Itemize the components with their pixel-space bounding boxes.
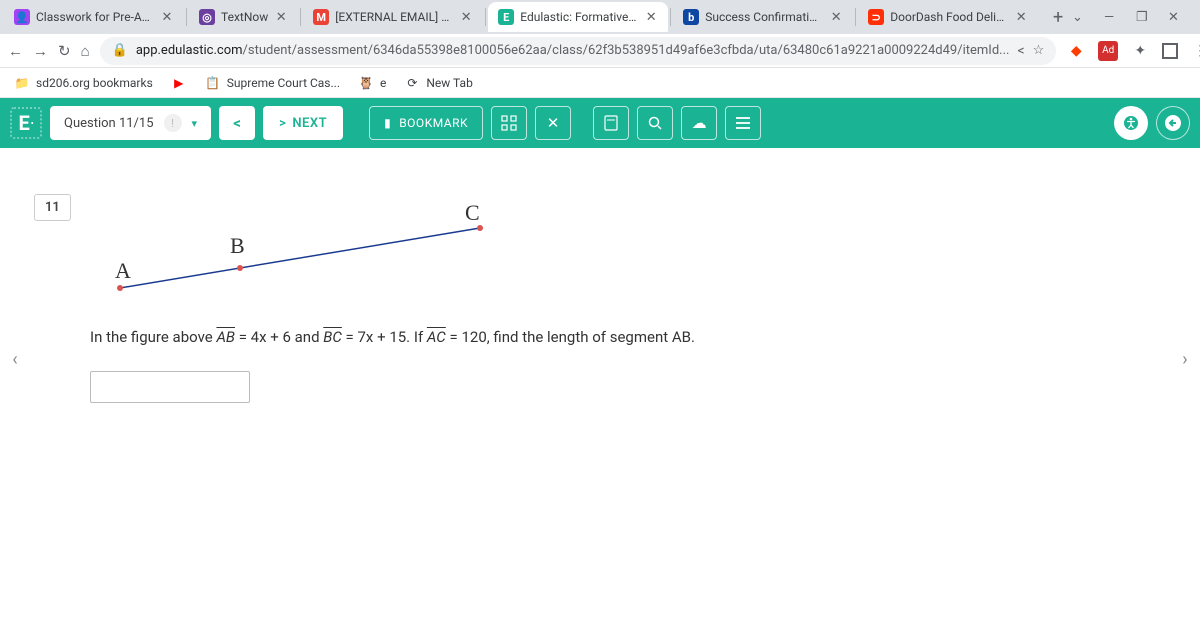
tab-favicon: ⊃: [868, 9, 884, 25]
svg-text:B: B: [230, 233, 245, 258]
close-tool-button[interactable]: ✕: [535, 106, 571, 140]
tab-title: [EXTERNAL EMAIL] You: [335, 10, 453, 24]
bookmark-favicon: 🦉: [358, 75, 374, 91]
bookmark-item[interactable]: 📁 sd206.org bookmarks: [14, 75, 153, 91]
tab-favicon: E: [498, 9, 514, 25]
tab-close-icon[interactable]: ✕: [829, 10, 843, 24]
bookmark-item[interactable]: ▶: [171, 75, 187, 91]
tab-title: Edulastic: Formative an: [520, 10, 638, 24]
bookmark-item[interactable]: 🦉e: [358, 75, 386, 91]
bookmark-favicon: 📋: [205, 75, 221, 91]
extension-icon-2[interactable]: Ad: [1098, 41, 1118, 61]
home-button[interactable]: ⌂: [81, 40, 90, 62]
warning-icon: !: [164, 114, 182, 132]
bookmarks-bar: 📁 sd206.org bookmarks ▶ 📋 Supreme Court Cas.…: [0, 68, 1200, 98]
chevron-down-icon: ▾: [192, 117, 198, 130]
search-button[interactable]: [637, 106, 673, 140]
prev-page-arrow[interactable]: ‹: [6, 348, 24, 370]
tab-close-icon[interactable]: ✕: [1014, 10, 1028, 24]
accessibility-button[interactable]: [1114, 106, 1148, 140]
question-label: Question 11/15: [64, 116, 154, 131]
bookmark-label: BOOKMARK: [399, 116, 468, 130]
problem-text: In the figure above AB = 4x + 6 and BC =…: [90, 328, 1170, 347]
tab-close-icon[interactable]: ✕: [459, 10, 473, 24]
bookmark-favicon: 📁: [14, 75, 30, 91]
next-label: NEXT: [292, 116, 327, 131]
tab-title: DoorDash Food Deliver: [890, 10, 1008, 24]
grid-tool-button[interactable]: [491, 106, 527, 140]
next-page-arrow[interactable]: ›: [1176, 348, 1194, 370]
menu-icon[interactable]: ⋮: [1190, 41, 1200, 61]
bookmark-button[interactable]: ▮ BOOKMARK: [369, 106, 483, 140]
bookmark-item[interactable]: 📋 Supreme Court Cas...: [205, 75, 340, 91]
tab-close-icon[interactable]: ✕: [644, 10, 658, 24]
question-number-badge: 11: [34, 194, 71, 221]
menu-tool-button[interactable]: [725, 106, 761, 140]
bookmark-icon: ▮: [384, 116, 391, 130]
url-text: app.edulastic.com/student/assessment/634…: [136, 43, 1010, 58]
browser-tab[interactable]: 👤 Classwork for Pre-AP G ✕: [4, 2, 184, 32]
back-button[interactable]: ←: [8, 40, 23, 62]
bookmark-favicon: ▶: [171, 75, 187, 91]
bookmark-star-icon[interactable]: ☆: [1033, 43, 1045, 58]
forward-button[interactable]: →: [33, 40, 48, 62]
tab-close-icon[interactable]: ✕: [274, 10, 288, 24]
tab-favicon: M: [313, 9, 329, 25]
next-question-button[interactable]: >NEXT: [263, 106, 343, 140]
browser-toolbar: ← → ↻ ⌂ 🔒 app.edulastic.com/student/asse…: [0, 34, 1200, 68]
window-close[interactable]: ✕: [1168, 10, 1186, 25]
bookmark-favicon: ⟳: [404, 75, 420, 91]
window-maximize[interactable]: ❐: [1136, 10, 1154, 25]
bookmark-item[interactable]: ⟳ New Tab: [404, 75, 472, 91]
figure: A B C: [90, 178, 1170, 308]
browser-tab[interactable]: E Edulastic: Formative an ✕: [488, 2, 668, 32]
browser-tab[interactable]: ◎ TextNow ✕: [189, 2, 298, 32]
prev-question-button[interactable]: <: [219, 106, 255, 140]
tab-favicon: ◎: [199, 9, 215, 25]
share-icon[interactable]: <: [1017, 43, 1024, 59]
tab-title: Classwork for Pre-AP G: [36, 10, 154, 24]
exit-button[interactable]: [1156, 106, 1190, 140]
browser-tab[interactable]: ⊃ DoorDash Food Deliver ✕: [858, 2, 1038, 32]
app-toolbar: E• Question 11/15 ! ▾ < >NEXT ▮ BOOKMARK…: [0, 98, 1200, 148]
svg-text:A: A: [115, 258, 131, 283]
app-logo[interactable]: E•: [10, 107, 42, 139]
reload-button[interactable]: ↻: [58, 40, 71, 62]
calculator-button[interactable]: [593, 106, 629, 140]
tab-overflow-button[interactable]: ⌄: [1072, 10, 1090, 25]
browser-tab[interactable]: b Success Confirmation o ✕: [673, 2, 853, 32]
bookmark-label: sd206.org bookmarks: [36, 76, 153, 90]
tab-favicon: 👤: [14, 9, 30, 25]
extension-icon-1[interactable]: ◆: [1066, 41, 1086, 61]
browser-tab-strip: 👤 Classwork for Pre-AP G ✕ ◎ TextNow ✕ M [EXTER…: [0, 0, 1200, 34]
bookmark-label: e: [380, 76, 386, 90]
account-icon[interactable]: [1162, 43, 1178, 59]
cloud-button[interactable]: ☁: [681, 106, 717, 140]
tab-close-icon[interactable]: ✕: [160, 10, 174, 24]
new-tab-button[interactable]: +: [1044, 3, 1072, 31]
tab-favicon: b: [683, 9, 699, 25]
browser-tab[interactable]: M [EXTERNAL EMAIL] You ✕: [303, 2, 483, 32]
bookmark-label: New Tab: [426, 76, 472, 90]
svg-text:C: C: [465, 200, 480, 225]
question-area: 11 ‹ › A B C In the figure above AB = 4x +…: [0, 148, 1200, 403]
url-bar[interactable]: 🔒 app.edulastic.com/student/assessment/6…: [100, 37, 1057, 65]
tab-title: Success Confirmation o: [705, 10, 823, 24]
extensions-puzzle-icon[interactable]: ✦: [1130, 41, 1150, 61]
window-minimize[interactable]: —: [1104, 10, 1122, 25]
bookmark-label: Supreme Court Cas...: [227, 76, 340, 90]
tab-title: TextNow: [221, 10, 268, 24]
question-indicator[interactable]: Question 11/15 ! ▾: [50, 106, 211, 140]
answer-input[interactable]: [90, 371, 250, 403]
lock-icon: 🔒: [112, 43, 128, 58]
